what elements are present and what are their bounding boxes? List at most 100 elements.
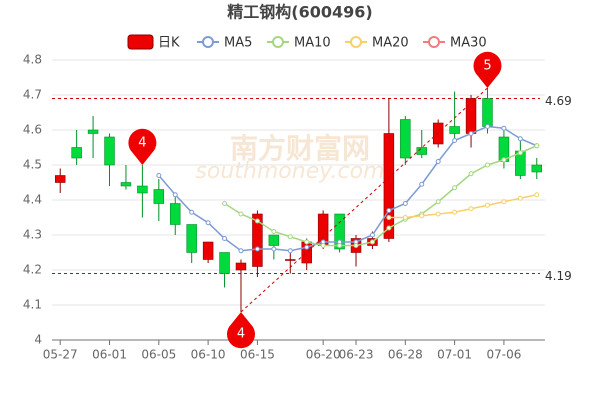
y-tick-label: 4.6 [23, 123, 42, 137]
ma-point [254, 246, 260, 252]
ma-point [386, 215, 392, 220]
candle-body [400, 119, 411, 159]
y-tick-label: 4.4 [23, 193, 42, 207]
candle-body [531, 164, 543, 173]
ma-line [388, 194, 537, 219]
candle-body [202, 241, 214, 260]
candle-body [170, 203, 181, 225]
candle-body [186, 224, 197, 253]
watermark: 南方财富网 [230, 132, 370, 165]
legend-label: MA20 [372, 36, 409, 51]
ma-point [222, 236, 228, 241]
ma-point [484, 124, 490, 129]
ma-point [369, 232, 375, 238]
ma-point [353, 243, 359, 248]
ma-point [254, 218, 260, 224]
candle-body [449, 126, 460, 134]
candle-body [120, 182, 132, 187]
ma-point [452, 185, 458, 191]
candle-body [104, 136, 115, 166]
ma-point [189, 209, 195, 215]
ma-point [452, 138, 458, 143]
legend-swatch [127, 34, 154, 50]
legend-label: 日K [158, 36, 180, 51]
ma-point [271, 229, 277, 234]
legend-marker [202, 36, 214, 48]
ma-point [468, 131, 474, 136]
candle-body [137, 185, 148, 194]
x-tick-label: 06-15 [240, 348, 275, 362]
ma-point [205, 220, 211, 226]
candle-body [432, 122, 444, 145]
ma-point [287, 234, 293, 240]
ma-point [501, 125, 507, 131]
x-tick-label: 05-27 [43, 348, 78, 362]
x-tick-label: 06-28 [388, 348, 423, 362]
legend-label: MA30 [450, 36, 487, 51]
candle-body [465, 98, 477, 134]
candle-body [268, 234, 280, 246]
ma-point [304, 239, 310, 245]
chart-title: 精工钢构(600496) [227, 3, 372, 22]
ma-point [287, 248, 293, 254]
ma-point [238, 248, 244, 254]
candle-body [383, 133, 395, 239]
ma-point [484, 202, 490, 208]
y-tick-label: 4.5 [23, 158, 42, 172]
candle-body [219, 252, 230, 274]
ma-point [402, 201, 408, 206]
ma-point [435, 199, 441, 205]
legend-label: MA10 [294, 36, 331, 51]
ma-line [158, 125, 538, 252]
pin [128, 128, 157, 165]
watermark-sub: southmoney.com [195, 159, 384, 184]
legend-marker [428, 36, 440, 48]
ma-point [501, 157, 507, 163]
ma-point [271, 246, 277, 252]
ma-point [419, 181, 425, 187]
ma-point [238, 211, 244, 217]
ma-point [484, 162, 490, 168]
ma-point [517, 136, 523, 142]
y-tick-label: 4.3 [23, 228, 42, 242]
reference-label: 4.69 [545, 94, 572, 108]
trend-line [240, 87, 488, 313]
candle-body [252, 213, 263, 267]
legend-label: MA5 [224, 36, 252, 51]
y-tick-label: 4 [34, 333, 42, 347]
x-tick-label: 06-01 [92, 348, 127, 362]
ma-point [468, 171, 474, 177]
pin [226, 312, 255, 349]
candle-body [285, 259, 296, 261]
ma-line [224, 145, 538, 247]
candle-body [153, 189, 165, 204]
ma-point [468, 206, 474, 212]
x-tick-label: 06-23 [339, 348, 374, 362]
x-tick-label: 06-20 [306, 348, 341, 362]
x-tick-label: 07-06 [486, 348, 521, 362]
ma-point [386, 208, 392, 213]
ma-point [156, 173, 162, 178]
ma-point [517, 150, 523, 156]
y-tick-label: 4.8 [23, 53, 42, 67]
candle-body [334, 213, 345, 250]
ma-point [452, 209, 458, 215]
pin-label: 5 [483, 59, 491, 74]
ma-point [222, 201, 228, 206]
candle-body [416, 147, 427, 155]
x-tick-label: 06-10 [191, 348, 226, 362]
candle-body [71, 147, 82, 159]
candle-body [482, 98, 493, 127]
reference-label: 4.19 [545, 269, 572, 283]
candle-body [87, 129, 99, 134]
candle-body [54, 175, 66, 183]
ma-point [435, 159, 441, 164]
ma-point [402, 215, 408, 220]
ma-point [534, 192, 540, 198]
y-tick-label: 4.2 [23, 263, 42, 277]
candle-body [235, 262, 247, 271]
y-tick-label: 4.1 [23, 298, 42, 312]
ma-point [304, 244, 310, 250]
pin-label: 4 [138, 136, 146, 151]
pin-label: 4 [237, 327, 245, 342]
